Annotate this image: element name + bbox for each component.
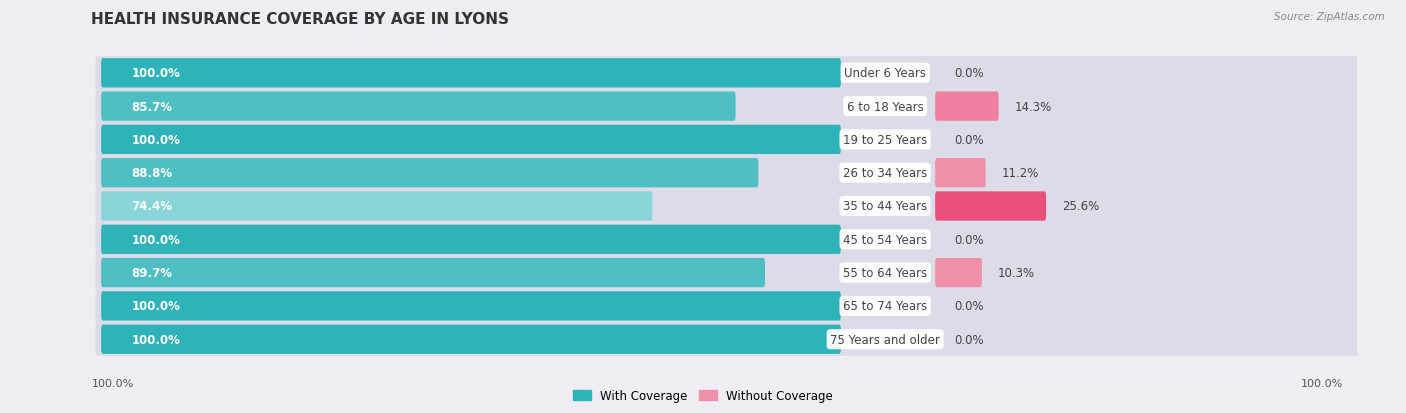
FancyBboxPatch shape [935,159,986,188]
Text: 26 to 34 Years: 26 to 34 Years [844,167,928,180]
Text: 0.0%: 0.0% [955,67,984,80]
Text: 100.0%: 100.0% [132,233,180,246]
Text: 100.0%: 100.0% [132,300,180,313]
Text: 75 Years and older: 75 Years and older [830,333,941,346]
Text: 89.7%: 89.7% [132,266,173,280]
FancyBboxPatch shape [101,225,841,254]
Text: 55 to 64 Years: 55 to 64 Years [844,266,927,280]
FancyBboxPatch shape [101,159,758,188]
FancyBboxPatch shape [935,192,1046,221]
FancyBboxPatch shape [101,59,841,88]
FancyBboxPatch shape [96,57,1364,90]
FancyBboxPatch shape [101,126,841,155]
FancyBboxPatch shape [96,256,1364,290]
Text: 45 to 54 Years: 45 to 54 Years [844,233,927,246]
Text: 14.3%: 14.3% [1014,100,1052,113]
Text: 65 to 74 Years: 65 to 74 Years [844,300,928,313]
Text: 11.2%: 11.2% [1001,167,1039,180]
Text: 100.0%: 100.0% [132,67,180,80]
Text: HEALTH INSURANCE COVERAGE BY AGE IN LYONS: HEALTH INSURANCE COVERAGE BY AGE IN LYON… [91,12,509,27]
Text: 35 to 44 Years: 35 to 44 Years [844,200,927,213]
Text: 100.0%: 100.0% [1301,378,1343,388]
FancyBboxPatch shape [101,92,735,121]
FancyBboxPatch shape [935,92,998,121]
Text: 100.0%: 100.0% [91,378,134,388]
FancyBboxPatch shape [96,157,1364,190]
Text: 19 to 25 Years: 19 to 25 Years [844,133,928,147]
Text: 0.0%: 0.0% [955,300,984,313]
Text: Source: ZipAtlas.com: Source: ZipAtlas.com [1274,12,1385,22]
Text: 100.0%: 100.0% [132,333,180,346]
FancyBboxPatch shape [101,325,841,354]
Text: 0.0%: 0.0% [955,133,984,147]
FancyBboxPatch shape [96,323,1364,356]
FancyBboxPatch shape [101,192,652,221]
Text: 6 to 18 Years: 6 to 18 Years [846,100,924,113]
Text: 0.0%: 0.0% [955,233,984,246]
Text: 74.4%: 74.4% [132,200,173,213]
Text: 25.6%: 25.6% [1062,200,1099,213]
Text: Under 6 Years: Under 6 Years [844,67,927,80]
Text: 85.7%: 85.7% [132,100,173,113]
Text: 100.0%: 100.0% [132,133,180,147]
FancyBboxPatch shape [96,223,1364,256]
FancyBboxPatch shape [101,258,765,287]
FancyBboxPatch shape [96,290,1364,323]
Text: 0.0%: 0.0% [955,333,984,346]
FancyBboxPatch shape [101,292,841,321]
FancyBboxPatch shape [96,123,1364,157]
FancyBboxPatch shape [935,258,981,287]
Text: 88.8%: 88.8% [132,167,173,180]
Legend: With Coverage, Without Coverage: With Coverage, Without Coverage [568,385,838,407]
FancyBboxPatch shape [96,190,1364,223]
FancyBboxPatch shape [96,90,1364,123]
Text: 10.3%: 10.3% [997,266,1035,280]
